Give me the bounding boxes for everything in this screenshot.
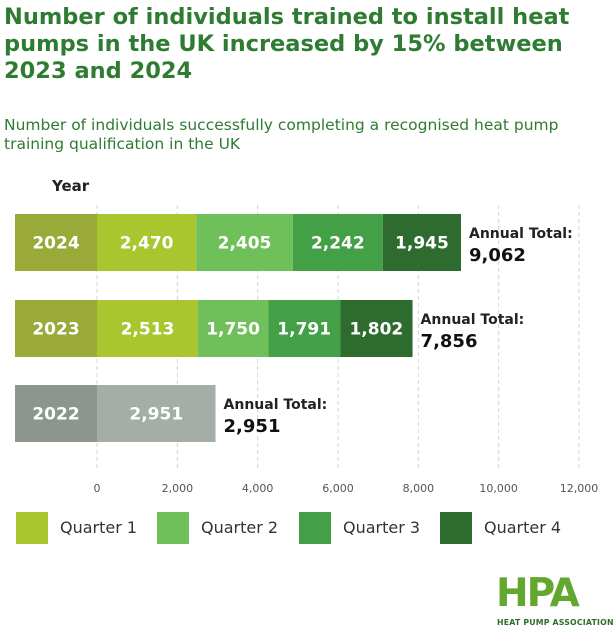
hpa-logo: HPA HEAT PUMP ASSOCIATION <box>496 571 614 640</box>
year-label: 2023 <box>32 320 79 340</box>
x-tick-label: 2,000 <box>162 482 194 495</box>
year-label: 2022 <box>32 405 79 425</box>
annual-total-label: Annual Total: <box>469 226 573 242</box>
bar-segment <box>97 385 216 442</box>
x-axis-ticks: 0 2,000 4,000 6,000 8,000 10,000 12,000 <box>94 482 599 495</box>
x-tick-label: 4,000 <box>242 482 274 495</box>
data-label: 1,802 <box>349 320 403 340</box>
data-label: 1,750 <box>206 320 260 340</box>
bar-segment <box>382 214 461 271</box>
annual-total-label: Annual Total: <box>421 312 525 328</box>
legend-label: Quarter 4 <box>484 518 562 537</box>
year-box <box>15 214 97 271</box>
bar-segment <box>292 214 383 271</box>
bar-segment <box>196 214 293 271</box>
data-label: 2,242 <box>311 234 365 254</box>
bar-segment <box>340 300 413 357</box>
y-axis-label: Year <box>52 177 90 195</box>
bar-segment <box>97 300 198 357</box>
year-label: 2024 <box>32 234 79 254</box>
legend-label: Quarter 2 <box>201 518 279 537</box>
data-label: 2,951 <box>129 405 183 425</box>
annual-total-value: 2,951 <box>224 416 281 437</box>
legend-swatch <box>440 512 472 544</box>
legend-swatch <box>299 512 331 544</box>
data-label: 2,513 <box>121 320 175 340</box>
x-tick-label: 8,000 <box>403 482 435 495</box>
data-label: 2,470 <box>120 234 174 254</box>
annual-total-value: 7,856 <box>421 331 478 352</box>
legend-swatch <box>157 512 189 544</box>
bars <box>15 214 461 442</box>
bar-segment <box>268 300 341 357</box>
chart-subtitle: Number of individuals successfully compl… <box>4 116 559 153</box>
value-labels: 2024 2,470 2,405 2,242 1,945 Annual Total: 9,0… <box>32 226 572 437</box>
legend-label: Quarter 3 <box>343 518 421 537</box>
x-tick-label: 6,000 <box>322 482 354 495</box>
x-tick-label: 0 <box>94 482 101 495</box>
annual-total-value: 9,062 <box>469 245 526 266</box>
legend-swatch <box>16 512 48 544</box>
data-label: 1,791 <box>277 320 331 340</box>
x-tick-label: 12,000 <box>560 482 599 495</box>
logo-caption: HEAT PUMP ASSOCIATION <box>497 618 614 627</box>
annual-total-label: Annual Total: <box>224 397 328 413</box>
data-label: 2,405 <box>218 234 272 254</box>
chart-title: Number of individuals trained to install… <box>4 4 570 84</box>
legend-label: Quarter 1 <box>60 518 138 537</box>
x-tick-label: 10,000 <box>479 482 518 495</box>
logo-letters: HPA <box>496 571 580 616</box>
bar-segment <box>97 214 197 271</box>
year-box <box>15 385 97 442</box>
year-box <box>15 300 97 357</box>
bar-segment <box>197 300 269 357</box>
data-label: 1,945 <box>395 234 449 254</box>
